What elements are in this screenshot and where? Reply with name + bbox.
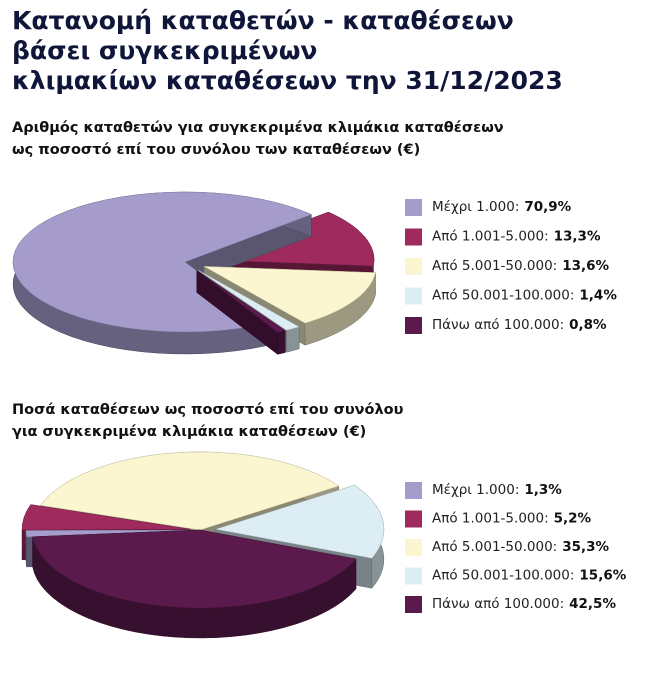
legend-value: 13,6%	[562, 258, 609, 274]
pie-slice	[196, 270, 286, 355]
slice-top	[215, 484, 385, 559]
legend-value: 15,6%	[579, 568, 626, 584]
legend-label: Από 5.001-50.000:	[432, 258, 557, 274]
legend-value: 42,5%	[569, 596, 616, 612]
legend-swatch	[405, 539, 422, 556]
legend-swatch	[405, 228, 422, 246]
slice-top	[196, 270, 286, 333]
legend-value: 0,8%	[569, 317, 607, 333]
legend-label: Από 1.001-5.000:	[432, 229, 549, 245]
legend-swatch	[405, 596, 422, 613]
legend-label: Πάνω από 100.000:	[432, 596, 564, 612]
page-title: κλιμακίων καταθέσεων την 31/12/2023	[12, 66, 563, 95]
legend-label: Πάνω από 100.000:	[432, 317, 564, 333]
legend-swatch	[405, 199, 422, 216]
legend-entry: Μέχρι 1.000: 1,3%	[432, 482, 562, 498]
legend-entry: Από 5.001-50.000: 35,3%	[432, 539, 610, 555]
legend-swatch	[405, 567, 422, 585]
slice-top	[12, 191, 312, 333]
slice-top	[198, 269, 300, 331]
chart-title: Ποσά καταθέσεων ως ποσοστό επί του συνόλ…	[12, 402, 404, 418]
legend-label: Από 1.001-5.000:	[432, 511, 549, 527]
legend-swatch	[405, 258, 422, 275]
legend-label: Από 50.001-100.000:	[432, 288, 574, 304]
legend-entry: Από 50.001-100.000: 1,4%	[432, 288, 617, 304]
legend-value: 35,3%	[562, 539, 609, 555]
legend-swatch	[405, 510, 422, 528]
legend-value: 70,9%	[524, 199, 571, 215]
legend-swatch	[405, 482, 422, 499]
legend-entry: Πάνω από 100.000: 42,5%	[432, 596, 616, 612]
pie	[21, 451, 385, 639]
legend-swatch	[405, 317, 422, 334]
legend-entry: Από 5.001-50.000: 13,6%	[432, 258, 610, 274]
legend-entry: Από 1.001-5.000: 13,3%	[432, 229, 601, 245]
slice-side	[277, 330, 286, 355]
legend-entry: Μέχρι 1.000: 70,9%	[432, 199, 572, 215]
page-title: Κατανομή καταθετών - καταθέσεων	[12, 6, 514, 35]
chart-title: ως ποσοστό επί του συνόλου των καταθέσεω…	[12, 142, 420, 158]
legend-value: 13,3%	[554, 229, 601, 245]
page-title: βάσει συγκεκριμένων	[12, 36, 317, 65]
slice-top	[204, 266, 376, 324]
slice-top	[32, 529, 357, 609]
slice-top	[21, 504, 191, 530]
pie	[12, 191, 376, 355]
legend-entry: Από 1.001-5.000: 5,2%	[432, 511, 592, 527]
legend-value: 1,3%	[524, 482, 562, 498]
slice-top	[40, 451, 340, 531]
legend-label: Από 50.001-100.000:	[432, 568, 574, 584]
legend-value: 5,2%	[554, 511, 592, 527]
legend-label: Μέχρι 1.000:	[432, 482, 519, 498]
chart-title: Αριθμός καταθετών για συγκεκριμένα κλιμά…	[12, 120, 504, 136]
legend-value: 1,4%	[579, 288, 617, 304]
pie-slice	[32, 529, 357, 639]
legend-label: Μέχρι 1.000:	[432, 199, 519, 215]
legend-swatch	[405, 287, 422, 305]
legend-entry: Πάνω από 100.000: 0,8%	[432, 317, 607, 333]
chart-title: για συγκεκριμένα κλιμάκια καταθέσεων (€)	[12, 424, 366, 440]
legend-entry: Από 50.001-100.000: 15,6%	[432, 568, 627, 584]
legend-label: Από 5.001-50.000:	[432, 539, 557, 555]
slice-side	[286, 326, 300, 353]
